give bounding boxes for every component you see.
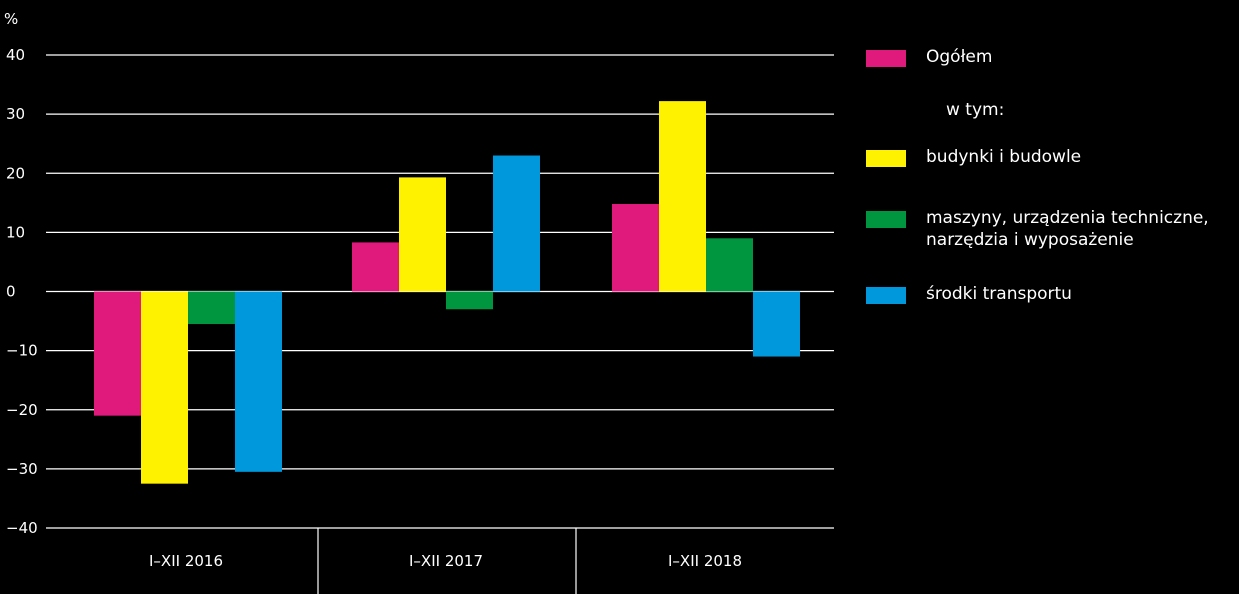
y-tick-label: −30: [6, 460, 38, 478]
legend-label-budynki: budynki i budowle: [926, 147, 1082, 167]
y-tick-label: 10: [6, 223, 25, 241]
bar: [94, 291, 141, 416]
legend-swatch-srodki: [866, 287, 906, 304]
y-tick-label: −40: [6, 519, 38, 537]
legend-item-budynki: budynki i budowle: [866, 146, 1239, 168]
bar: [493, 155, 540, 292]
y-axis-unit-label: %: [4, 10, 18, 28]
y-tick-label: 0: [6, 283, 16, 301]
y-tick-label: −10: [6, 342, 38, 360]
bar: [352, 242, 399, 292]
bar: [446, 291, 493, 310]
legend-item-maszyny: maszyny, urządzenia techniczne, narzędzi…: [866, 207, 1239, 251]
bar: [753, 291, 800, 357]
legend-item-ogolem: Ogółem: [866, 46, 1239, 68]
bar: [706, 238, 753, 292]
x-category-label: I–XII 2017: [409, 552, 483, 570]
y-tick-label: 30: [6, 105, 25, 123]
y-tick-label: −20: [6, 401, 38, 419]
x-category-label: I–XII 2018: [668, 552, 742, 570]
y-tick-label: 40: [6, 46, 25, 64]
legend-swatch-budynki: [866, 150, 906, 167]
y-tick-label: 20: [6, 164, 25, 182]
legend-swatch-ogolem: [866, 50, 906, 67]
y-axis-ticks: 40 30 20 10 0 −10 −20 −30 −40: [6, 46, 38, 537]
legend-label-ogolem: Ogółem: [926, 47, 993, 67]
legend-label-srodki: środki transportu: [926, 284, 1072, 304]
legend-label-maszyny: maszyny, urządzenia techniczne, narzędzi…: [926, 208, 1209, 250]
x-category-label: I–XII 2016: [149, 552, 223, 570]
bars: [94, 101, 800, 484]
x-axis: I–XII 2016 I–XII 2017 I–XII 2018: [149, 528, 742, 594]
bar: [188, 291, 235, 325]
bar: [612, 203, 659, 292]
legend-item-srodki: środki transportu: [866, 283, 1239, 305]
bar: [399, 177, 446, 292]
bar: [141, 291, 188, 484]
bar: [659, 101, 706, 292]
legend-swatch-maszyny: [866, 211, 906, 228]
legend-note: w tym:: [946, 100, 1005, 120]
bar: [235, 291, 282, 472]
